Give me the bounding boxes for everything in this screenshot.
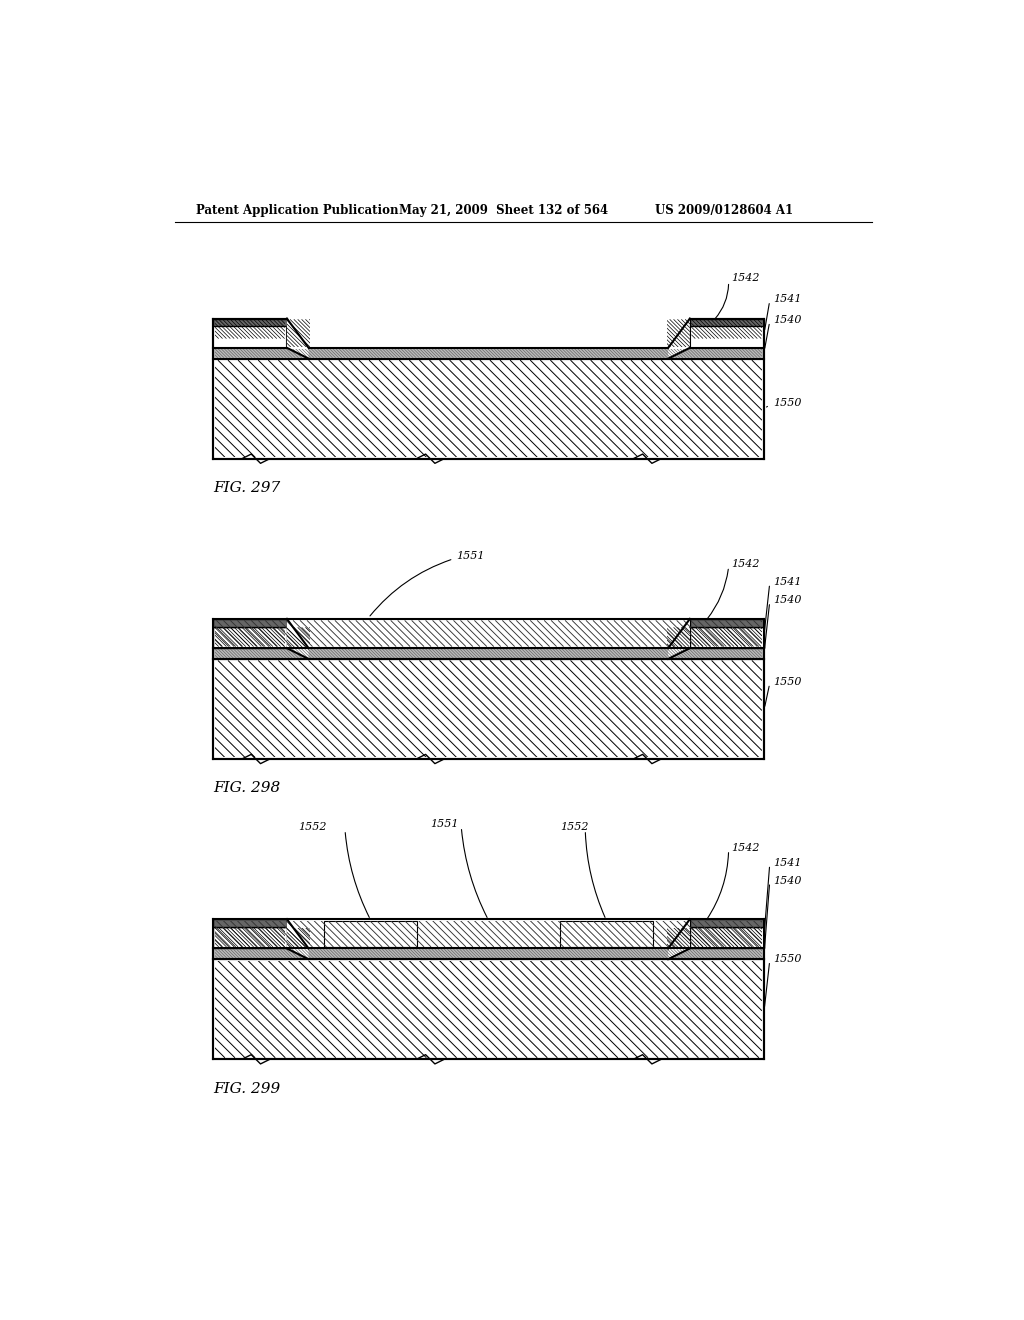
Bar <box>690 318 764 326</box>
Bar <box>213 619 764 648</box>
Bar <box>213 949 764 960</box>
Bar <box>213 318 287 348</box>
Bar <box>213 960 764 1059</box>
Text: 1550: 1550 <box>773 399 802 408</box>
Bar <box>213 359 764 459</box>
Text: FIG. 299: FIG. 299 <box>213 1081 281 1096</box>
Text: 1541: 1541 <box>773 577 802 587</box>
Text: 1541: 1541 <box>773 858 802 869</box>
Bar <box>213 927 287 949</box>
Bar <box>213 627 287 648</box>
Text: 1542: 1542 <box>731 842 760 853</box>
Text: 1542: 1542 <box>731 560 760 569</box>
Text: 1552: 1552 <box>299 822 327 832</box>
Bar <box>324 921 417 946</box>
Text: May 21, 2009  Sheet 132 of 564: May 21, 2009 Sheet 132 of 564 <box>399 205 608 218</box>
Bar <box>213 927 287 949</box>
Bar <box>690 927 764 949</box>
Bar <box>690 919 764 927</box>
Text: 1550: 1550 <box>773 677 802 686</box>
Text: 1540: 1540 <box>773 595 802 606</box>
Text: 1540: 1540 <box>773 875 802 886</box>
Polygon shape <box>287 318 308 359</box>
Text: FIG. 298: FIG. 298 <box>213 781 281 795</box>
Polygon shape <box>287 919 308 960</box>
Text: 1541: 1541 <box>773 294 802 305</box>
Bar <box>213 919 764 949</box>
Polygon shape <box>669 919 690 960</box>
Text: 1542: 1542 <box>731 273 760 282</box>
Polygon shape <box>669 619 690 659</box>
Bar <box>213 619 287 627</box>
Bar <box>213 919 287 927</box>
Bar <box>690 318 764 348</box>
Bar <box>213 648 764 659</box>
Text: FIG. 297: FIG. 297 <box>213 480 281 495</box>
Bar <box>213 659 764 759</box>
Text: 1551: 1551 <box>430 818 459 829</box>
Text: US 2009/0128604 A1: US 2009/0128604 A1 <box>655 205 794 218</box>
Bar <box>690 627 764 648</box>
Bar <box>213 627 287 648</box>
Text: Patent Application Publication: Patent Application Publication <box>197 205 398 218</box>
Bar <box>690 927 764 949</box>
Text: 1551: 1551 <box>457 552 485 561</box>
Bar <box>560 921 652 946</box>
Polygon shape <box>669 318 690 359</box>
Bar <box>690 627 764 648</box>
Polygon shape <box>287 619 308 659</box>
Text: 1540: 1540 <box>773 315 802 325</box>
Bar <box>690 619 764 627</box>
Text: 1552: 1552 <box>560 822 589 832</box>
Text: 1550: 1550 <box>773 954 802 964</box>
Bar <box>213 348 764 359</box>
Bar <box>213 318 287 326</box>
